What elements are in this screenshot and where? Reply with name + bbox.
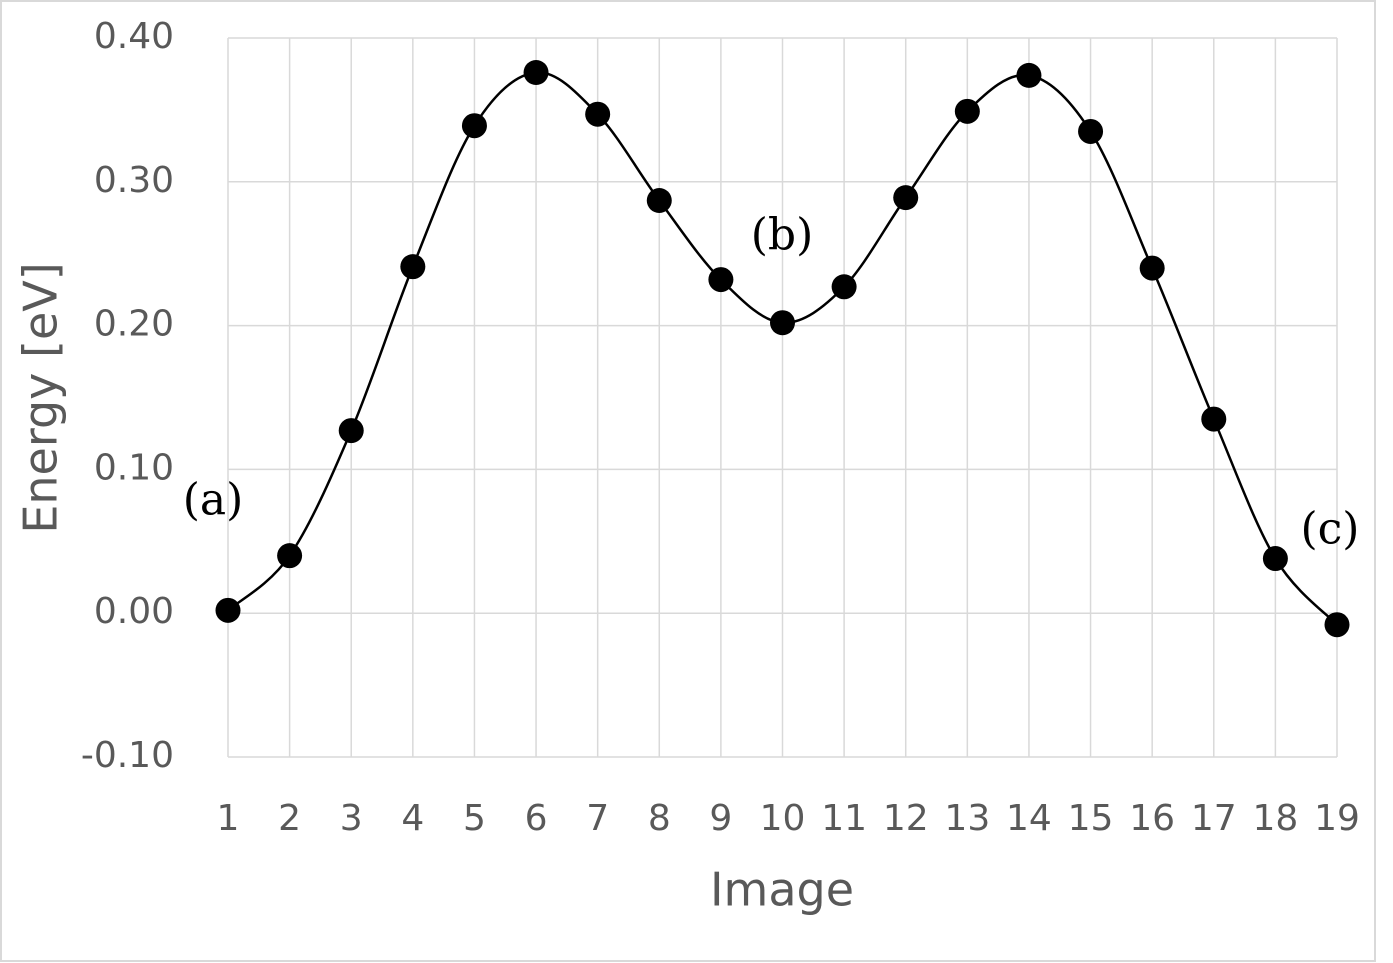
x-tick-label: 2 — [278, 798, 301, 839]
x-tick-label: 12 — [883, 798, 929, 839]
x-tick-label: 15 — [1068, 798, 1114, 839]
marker — [1139, 255, 1165, 281]
marker — [523, 60, 549, 86]
x-tick-label: 9 — [709, 798, 732, 839]
marker — [215, 597, 241, 623]
x-tick-label: 7 — [586, 798, 609, 839]
y-tick-label: 0.30 — [94, 160, 174, 201]
marker — [1201, 406, 1227, 432]
y-tick-label: 0.20 — [94, 304, 174, 345]
x-tick-label: 18 — [1252, 798, 1298, 839]
x-tick-label: 13 — [944, 798, 990, 839]
x-tick-label: 14 — [1006, 798, 1052, 839]
marker — [831, 274, 857, 300]
x-tick-label: 5 — [463, 798, 486, 839]
y-tick-label: -0.10 — [81, 735, 174, 776]
x-axis-title: Image — [710, 863, 854, 917]
marker — [585, 101, 611, 127]
y-tick-label: 0.00 — [94, 591, 174, 632]
annotation: (a) — [183, 475, 244, 526]
marker — [954, 98, 980, 124]
y-axis-title: Energy [eV] — [14, 262, 68, 533]
x-tick-label: 19 — [1314, 798, 1360, 839]
x-tick-label: 8 — [648, 798, 671, 839]
marker — [461, 113, 487, 139]
marker — [1078, 118, 1104, 144]
marker — [277, 543, 303, 569]
annotation: (b) — [751, 210, 814, 261]
marker — [893, 185, 919, 211]
marker — [1016, 62, 1042, 88]
marker — [770, 310, 795, 336]
x-tick-label: 11 — [821, 798, 867, 839]
marker — [400, 254, 426, 280]
marker — [338, 418, 364, 444]
annotation: (c) — [1301, 504, 1360, 555]
x-tick-label: 10 — [760, 798, 806, 839]
y-tick-label: 0.40 — [94, 16, 174, 57]
y-tick-label: 0.10 — [94, 447, 174, 488]
x-tick-label: 16 — [1129, 798, 1175, 839]
marker — [708, 267, 734, 293]
x-tick-label: 3 — [340, 798, 363, 839]
x-tick-label: 17 — [1191, 798, 1237, 839]
x-tick-label: 6 — [525, 798, 548, 839]
marker — [646, 187, 672, 213]
marker — [1324, 612, 1350, 638]
marker — [1262, 546, 1288, 572]
x-tick-label: 4 — [401, 798, 424, 839]
x-tick-label: 1 — [217, 798, 240, 839]
